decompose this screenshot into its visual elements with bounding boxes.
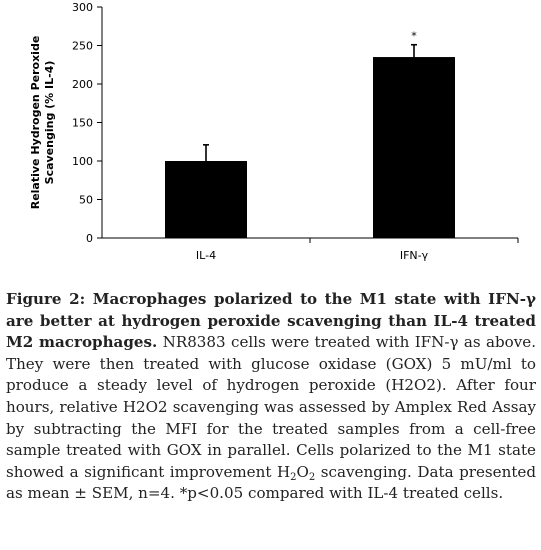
figure-caption: Figure 2: Macrophages polarized to the M… <box>6 289 536 505</box>
y-tick-label: 50 <box>79 194 93 207</box>
y-axis-label-line: Scavenging (% IL-4) <box>43 61 56 185</box>
x-axis: IL-4 IFN-γ <box>102 237 519 262</box>
y-tick-label: 250 <box>72 40 93 53</box>
significance-marker: * <box>411 30 417 43</box>
bar-chart: Relative Hydrogen Peroxide Scavenging (% … <box>29 1 519 262</box>
bars: * <box>165 30 455 238</box>
y-axis: 0 50 100 150 200 250 300 <box>72 1 103 245</box>
y-tick-label: 100 <box>72 155 93 168</box>
y-tick-label: 200 <box>72 78 93 91</box>
y-tick-label: 0 <box>86 232 93 245</box>
y-tick-label: 300 <box>72 1 93 14</box>
x-tick-label: IL-4 <box>196 249 216 262</box>
y-axis-label-line: Relative Hydrogen Peroxide <box>29 36 42 210</box>
bar <box>373 57 455 238</box>
y-axis-label: Relative Hydrogen Peroxide Scavenging (% … <box>29 36 56 210</box>
h2o2-formula: H2O2 <box>276 462 316 483</box>
caption-body-part2: scavenging. Data presented as mean ± SEM… <box>6 462 536 503</box>
figure-title: Figure 2: Macrophages polarized to the M… <box>6 290 536 352</box>
x-tick-label: IFN-γ <box>400 249 429 262</box>
caption-body-part1: NR8383 cells were treated with IFN-γ as … <box>6 333 536 481</box>
bar <box>165 161 247 238</box>
chart-canvas: Relative Hydrogen Peroxide Scavenging (% … <box>29 1 519 262</box>
y-tick-label: 150 <box>72 117 93 130</box>
